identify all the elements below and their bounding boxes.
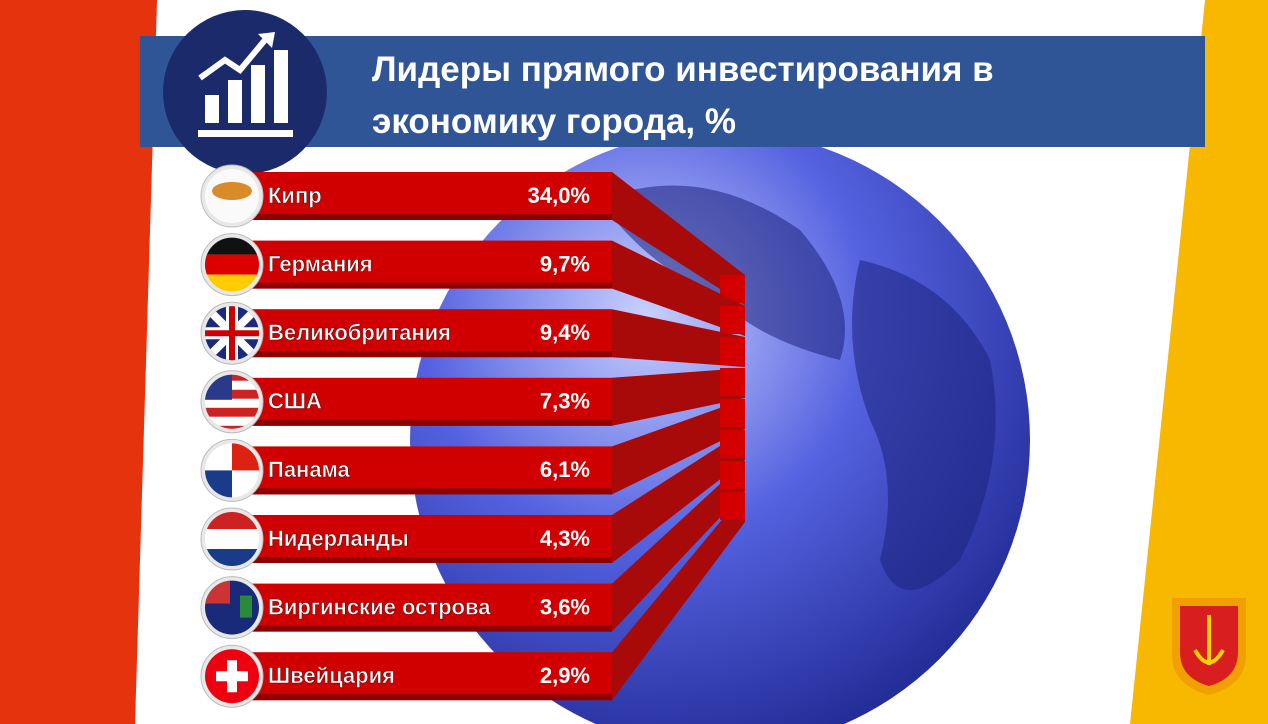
- bar-shade: [238, 557, 612, 563]
- bar: [238, 377, 612, 426]
- bar-shade: [238, 214, 612, 220]
- flag-stripe: [205, 237, 259, 255]
- left-band: [0, 0, 157, 724]
- connector: [612, 430, 745, 563]
- connector-block: [720, 430, 745, 458]
- right-band: [1130, 0, 1268, 724]
- country-label: Нидерланды: [268, 526, 409, 551]
- bar-shade: [238, 282, 612, 289]
- value-label: 6,1%: [540, 457, 590, 482]
- bar: [238, 172, 612, 220]
- flag-stripe: [205, 274, 259, 292]
- flag: [205, 374, 259, 429]
- connector: [612, 399, 745, 495]
- country-label: Германия: [268, 251, 373, 276]
- title: Лидеры прямого инвестирования в экономик…: [372, 50, 994, 141]
- connector-block: [720, 306, 745, 334]
- connector: [612, 240, 745, 336]
- connector: [612, 172, 745, 305]
- connector: [612, 492, 745, 701]
- flag-stripe: [205, 398, 259, 408]
- value-label: 7,3%: [540, 389, 590, 414]
- flag-stripe: [205, 529, 259, 549]
- connector-block: [720, 368, 745, 396]
- bar-shade: [238, 419, 612, 426]
- flag: [205, 169, 259, 223]
- bar-shade: [238, 625, 612, 632]
- connector: [612, 309, 745, 367]
- flag: [205, 580, 259, 635]
- bar: [238, 515, 612, 563]
- flag-stripe: [205, 425, 259, 429]
- bar: [238, 446, 612, 495]
- country-label: США: [268, 389, 322, 414]
- connector-block: [720, 399, 745, 427]
- value-label: 2,9%: [540, 663, 590, 688]
- country-label: Виргинские острова: [268, 594, 491, 619]
- flag-shield: [240, 595, 252, 618]
- connector: [612, 368, 745, 426]
- bar: [238, 309, 612, 358]
- flag-cross: [205, 306, 259, 361]
- country-label: Кипр: [268, 183, 322, 208]
- flag: [205, 237, 259, 292]
- coat-of-arms: [1172, 598, 1246, 695]
- flag-stripe: [205, 416, 259, 426]
- value-label: 3,6%: [540, 594, 590, 619]
- connector-block: [720, 461, 745, 489]
- value-label: 9,4%: [540, 320, 590, 345]
- flag-stripe: [205, 549, 259, 566]
- flag: [205, 649, 259, 704]
- connector-block: [720, 337, 745, 365]
- flag-stripe: [205, 254, 259, 275]
- value-label: 9,7%: [540, 251, 590, 276]
- value-label: 34,0%: [528, 183, 590, 208]
- value-label: 4,3%: [540, 526, 590, 551]
- flag-stripe: [205, 512, 259, 529]
- flag-stripe: [205, 407, 259, 417]
- rows: Кипр 34,0% Германия 9,7% Великобритания 9,4% С…: [200, 164, 745, 708]
- flag: [205, 443, 259, 498]
- bar-shade: [238, 694, 612, 701]
- country-label: Швейцария: [268, 663, 395, 688]
- connector-block: [720, 492, 745, 520]
- country-label: Великобритания: [268, 320, 451, 345]
- flag-cross: [216, 660, 248, 693]
- icon-circle: [163, 10, 327, 174]
- bar: [238, 652, 612, 701]
- bar-shade: [238, 488, 612, 495]
- flag-map: [212, 182, 252, 200]
- connector: [612, 461, 745, 632]
- bar: [238, 583, 612, 632]
- bar: [238, 240, 612, 289]
- bar-shade: [238, 351, 612, 358]
- chart-icon: [198, 32, 293, 137]
- flag: [205, 512, 259, 566]
- country-label: Панама: [268, 457, 351, 482]
